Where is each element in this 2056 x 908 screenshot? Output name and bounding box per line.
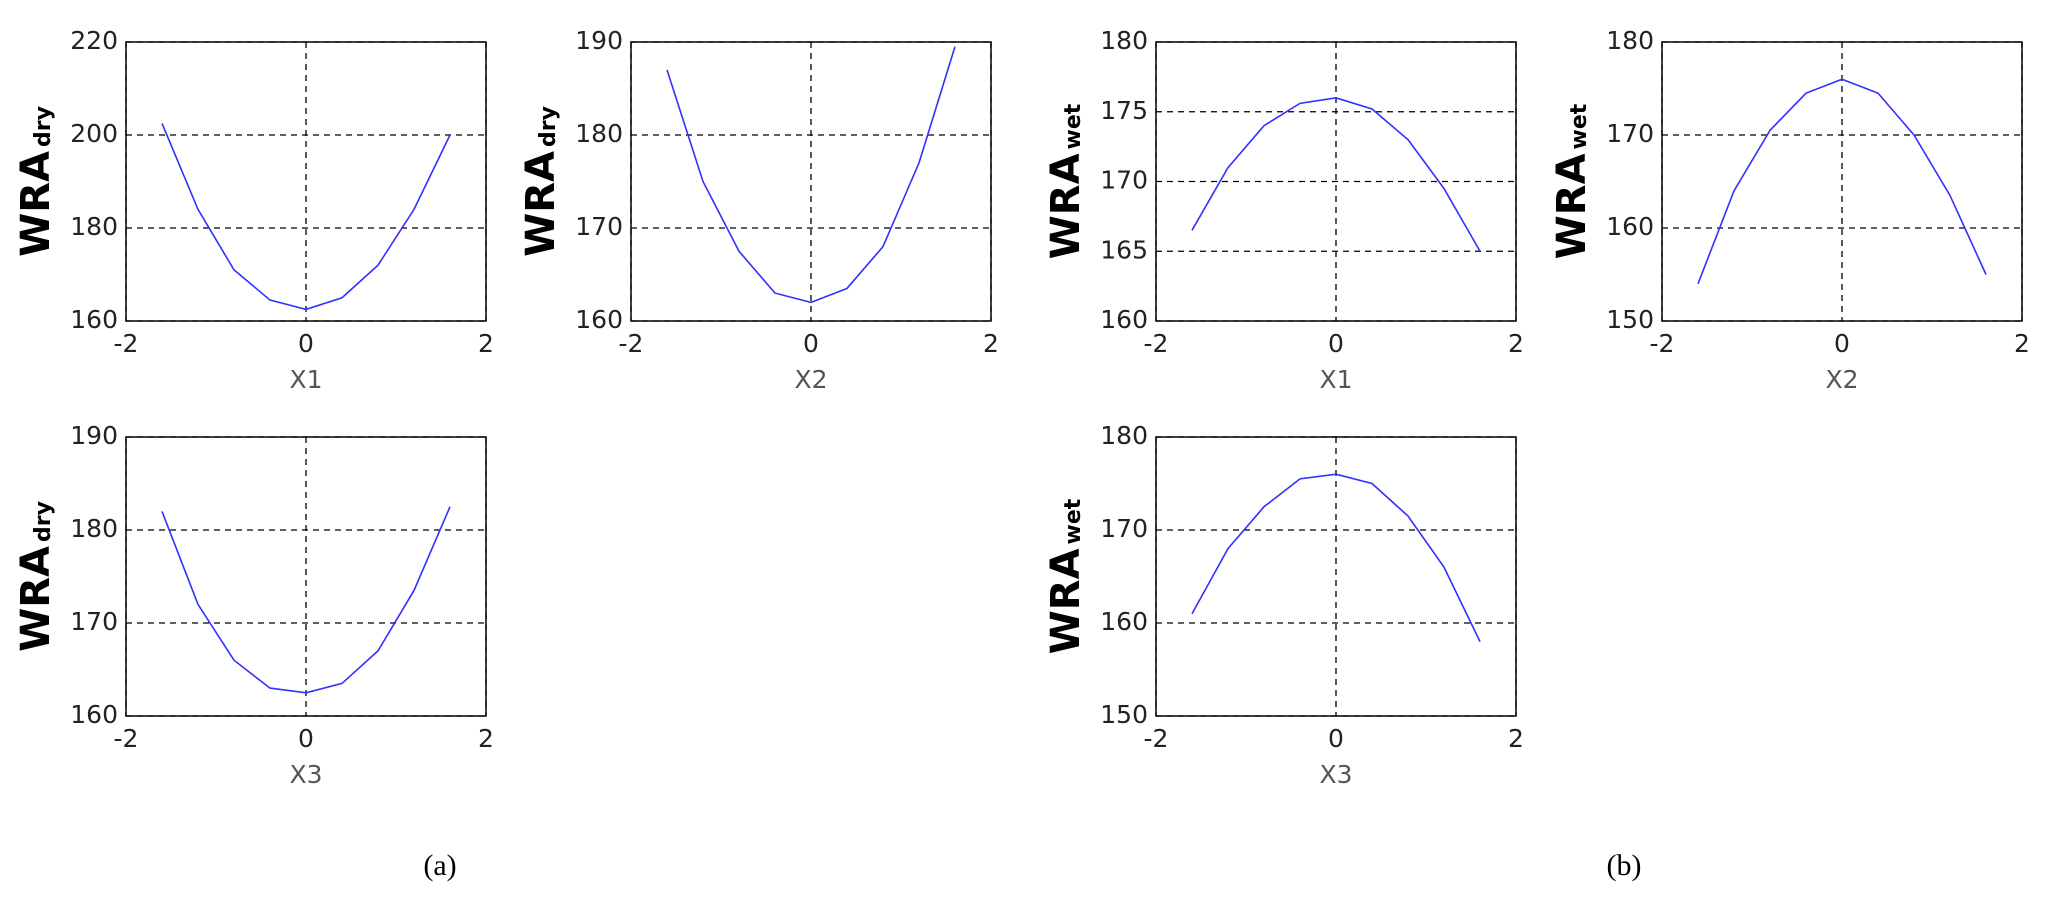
x-tick-label: -2 xyxy=(1650,329,1675,358)
y-tick-label: 150 xyxy=(1606,305,1654,334)
y-axis-label: WRA dry xyxy=(13,501,59,652)
y-tick-label: 180 xyxy=(70,514,118,543)
plot-frame xyxy=(1155,436,1517,717)
plot-frame xyxy=(1661,41,2023,322)
y-axis-label: WRA wet xyxy=(1043,498,1089,654)
y-axis-label: WRA wet xyxy=(1043,103,1089,259)
x-tick-label: 0 xyxy=(298,724,314,753)
plot-frame xyxy=(630,41,992,322)
y-axis-label-main: WRA xyxy=(1549,153,1595,259)
y-tick-label: 160 xyxy=(1606,212,1654,241)
x-axis-label: X2 xyxy=(794,365,827,394)
line xyxy=(1191,96,1481,252)
y-tick-label: 160 xyxy=(70,700,118,729)
y-tick-label: 160 xyxy=(1100,305,1148,334)
x-tick-label: 2 xyxy=(1508,329,1524,358)
y-axis-label: WRA wet xyxy=(1549,103,1595,259)
y-tick-label: 200 xyxy=(70,119,118,148)
y-axis-label-subscript: wet xyxy=(1061,103,1086,149)
y-tick-label: 165 xyxy=(1100,235,1148,264)
x-axis-label: X3 xyxy=(289,760,322,789)
plot-frame xyxy=(1155,41,1517,322)
y-tick-label: 170 xyxy=(575,212,623,241)
y-tick-label: 160 xyxy=(70,305,118,334)
y-tick-label: 180 xyxy=(70,212,118,241)
x-tick-label: 0 xyxy=(803,329,819,358)
x-tick-label: 2 xyxy=(1508,724,1524,753)
y-tick-label: 170 xyxy=(70,607,118,636)
y-tick-label: 190 xyxy=(575,26,623,55)
y-axis-label: WRA dry xyxy=(518,106,564,257)
plot-frame xyxy=(125,436,487,717)
y-tick-label: 190 xyxy=(70,421,118,450)
y-axis-label-main: WRA xyxy=(13,546,59,652)
y-axis-label-subscript: dry xyxy=(536,106,561,147)
y-tick-label: 180 xyxy=(575,119,623,148)
x-axis-label: X3 xyxy=(1319,760,1352,789)
y-axis-label-main: WRA xyxy=(518,151,564,257)
x-axis-label: X1 xyxy=(1319,365,1352,394)
y-tick-label: 220 xyxy=(70,26,118,55)
x-tick-label: 2 xyxy=(478,329,494,358)
y-tick-label: 180 xyxy=(1100,421,1148,450)
x-tick-label: 2 xyxy=(2014,329,2030,358)
y-axis-label: WRA dry xyxy=(13,106,59,257)
x-tick-label: 0 xyxy=(1328,329,1344,358)
x-axis-label: X1 xyxy=(289,365,322,394)
y-axis-label-subscript: dry xyxy=(31,501,56,542)
line xyxy=(1191,473,1481,642)
y-axis-label-subscript: wet xyxy=(1567,103,1592,149)
plot-frame xyxy=(125,41,487,322)
x-tick-label: 0 xyxy=(298,329,314,358)
x-tick-label: 2 xyxy=(478,724,494,753)
x-tick-label: -2 xyxy=(114,724,139,753)
y-axis-label-main: WRA xyxy=(13,151,59,257)
panel-label: (a) xyxy=(423,849,456,882)
x-tick-label: -2 xyxy=(1144,329,1169,358)
line xyxy=(161,506,451,694)
y-tick-label: 170 xyxy=(1606,119,1654,148)
x-tick-label: 0 xyxy=(1834,329,1850,358)
x-tick-label: -2 xyxy=(1144,724,1169,753)
panel-label: (b) xyxy=(1607,849,1642,882)
y-axis-label-main: WRA xyxy=(1043,548,1089,654)
y-tick-label: 175 xyxy=(1100,96,1148,125)
y-axis-label-subscript: wet xyxy=(1061,498,1086,544)
y-tick-label: 160 xyxy=(1100,607,1148,636)
line xyxy=(161,123,451,311)
x-tick-label: 0 xyxy=(1328,724,1344,753)
y-axis-label-main: WRA xyxy=(1043,153,1089,259)
x-axis-label: X2 xyxy=(1825,365,1858,394)
y-tick-label: 180 xyxy=(1606,26,1654,55)
y-tick-label: 170 xyxy=(1100,166,1148,195)
y-axis-label-subscript: dry xyxy=(31,106,56,147)
x-tick-label: 2 xyxy=(983,329,999,358)
y-tick-label: 150 xyxy=(1100,700,1148,729)
x-tick-label: -2 xyxy=(114,329,139,358)
y-tick-label: 180 xyxy=(1100,26,1148,55)
y-tick-label: 160 xyxy=(575,305,623,334)
line xyxy=(666,46,956,304)
line xyxy=(1697,78,1987,285)
y-tick-label: 170 xyxy=(1100,514,1148,543)
x-tick-label: -2 xyxy=(619,329,644,358)
